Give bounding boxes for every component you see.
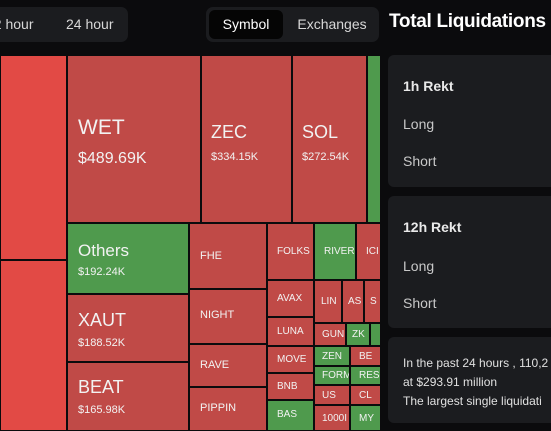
treemap-tile-beat[interactable]: BEAT $165.98K <box>67 362 189 431</box>
treemap-tile-cl[interactable]: CL <box>350 385 381 405</box>
treemap-tile-avax[interactable]: AVAX <box>267 280 314 317</box>
treemap-tile-folks[interactable]: FOLKS <box>267 223 314 280</box>
summary-line-2: at $293.91 million <box>403 375 498 389</box>
treemap-tile-move[interactable]: MOVE <box>267 346 314 373</box>
treemap-tile-as[interactable]: AS <box>342 280 364 323</box>
treemap-tile-zen[interactable]: ZEN <box>314 346 350 366</box>
rekt-1h-short-label: Short <box>403 153 437 169</box>
treemap-tile-form[interactable]: FORM <box>314 366 350 385</box>
summary-line-3: The largest single liquidati <box>403 394 542 408</box>
time-tab-12h[interactable]: 12 hour <box>0 16 34 32</box>
treemap-tile-1000i[interactable]: 1000I <box>314 405 350 431</box>
tab-symbol[interactable]: Symbol <box>209 10 283 39</box>
treemap-tile-us[interactable]: US <box>314 385 350 405</box>
treemap-tile-zec[interactable]: ZEC $334.15K <box>201 55 292 223</box>
treemap-tile-offscreen-top[interactable] <box>0 55 67 260</box>
panel-title: Total Liquidations <box>389 11 546 32</box>
treemap-tile-night[interactable]: NIGHT <box>189 289 267 344</box>
rekt-12h-short-label: Short <box>403 295 437 311</box>
treemap-tile-bas[interactable]: BAS <box>267 400 314 431</box>
treemap-tile-res[interactable]: RES <box>350 366 381 385</box>
treemap-tile-rave[interactable]: RAVE <box>189 344 267 387</box>
tab-exchanges[interactable]: Exchanges <box>297 16 367 32</box>
treemap-tile-others[interactable]: Others $192.24K <box>67 223 189 294</box>
rekt-12h-title: 12h Rekt <box>403 219 462 235</box>
treemap-tile-pippin[interactable]: PIPPIN <box>189 387 267 431</box>
treemap-tile-gun[interactable]: GUN <box>314 323 346 346</box>
rekt-1h-title: 1h Rekt <box>403 78 454 94</box>
treemap-tile-offscreen-bottom[interactable] <box>0 260 67 431</box>
liquidation-summary-card: In the past 24 hours , 110,2 at $293.91 … <box>388 337 551 423</box>
treemap-tile-sol[interactable]: SOL $272.54K <box>292 55 367 223</box>
treemap-tile-be[interactable]: BE <box>350 346 381 366</box>
view-toggle: Symbol Exchanges <box>206 7 379 42</box>
treemap-tile-ici[interactable]: ICI <box>356 223 381 280</box>
treemap-tile-river[interactable]: RIVER <box>314 223 356 280</box>
treemap-tile-my[interactable]: MY <box>350 405 381 431</box>
rekt-12h-long-label: Long <box>403 258 435 274</box>
treemap-tile-bnb[interactable]: BNB <box>267 373 314 400</box>
treemap-tile-small-1[interactable] <box>370 323 381 346</box>
rekt-1h-card: 1h Rekt Long Short <box>388 55 551 187</box>
time-tab-24h[interactable]: 24 hour <box>66 16 114 32</box>
treemap-tile-s[interactable]: S <box>364 280 381 323</box>
treemap-tile-wet[interactable]: WET $489.69K <box>67 55 201 223</box>
treemap-tile-lin[interactable]: LIN <box>314 280 342 323</box>
treemap-tile-narrow[interactable] <box>367 55 381 223</box>
rekt-12h-card: 12h Rekt Long Short <box>388 196 551 328</box>
treemap-tile-xaut[interactable]: XAUT $188.52K <box>67 294 189 362</box>
treemap-tile-luna[interactable]: LUNA <box>267 317 314 346</box>
summary-line-1: In the past 24 hours , 110,2 <box>403 356 549 370</box>
treemap-tile-fhe[interactable]: FHE <box>189 223 267 289</box>
treemap-tile-zk[interactable]: ZK <box>346 323 370 346</box>
rekt-1h-long-label: Long <box>403 116 435 132</box>
time-range-toggle: 12 hour 24 hour <box>0 7 128 42</box>
liquidation-treemap: WET $489.69K ZEC $334.15K SOL $272.54K O… <box>0 55 381 431</box>
